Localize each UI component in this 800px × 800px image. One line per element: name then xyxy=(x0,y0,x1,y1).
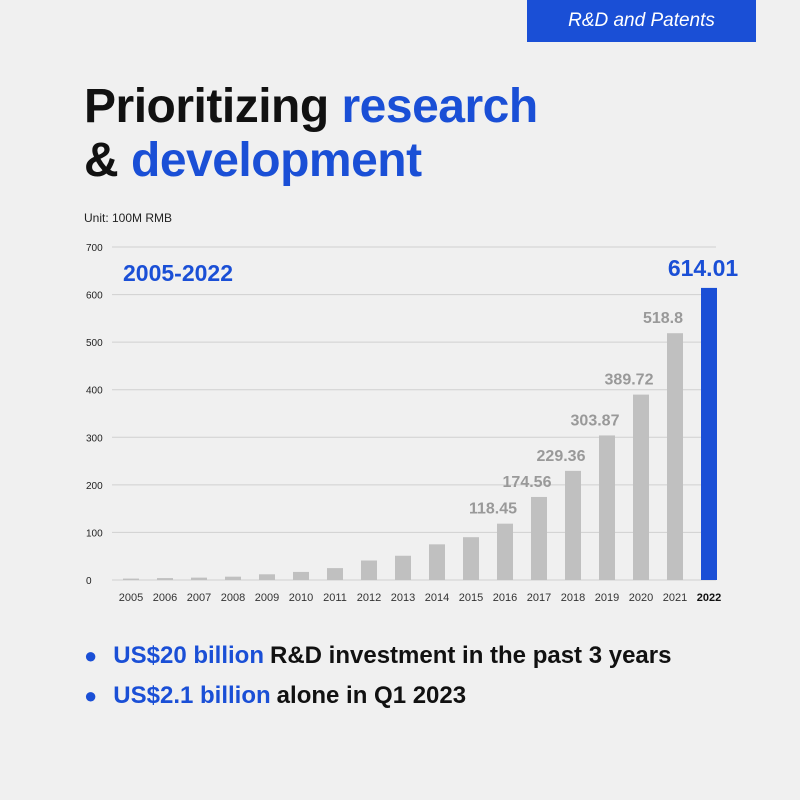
x-tick-label: 2008 xyxy=(221,592,245,604)
data-label-2022: 614.01 xyxy=(668,255,739,281)
x-tick-label: 2012 xyxy=(357,592,381,604)
highlight-text: R&D investment in the past 3 years xyxy=(270,642,672,669)
chart-data-labels: 118.45 174.56 229.36 303.87 389.72 518.8 614.0… xyxy=(469,255,738,518)
y-tick-label: 100 xyxy=(86,528,103,539)
bar-2018 xyxy=(565,470,581,580)
x-tick-label: 2005 xyxy=(119,592,143,604)
x-tick-label: 2011 xyxy=(323,592,347,604)
title-plain-1: Prioritizing xyxy=(84,80,342,133)
title-accent-2: development xyxy=(131,134,422,187)
bar-2022 xyxy=(701,287,717,580)
y-tick-label: 200 xyxy=(86,481,103,492)
bar-2007 xyxy=(191,577,207,580)
bar-2019 xyxy=(599,435,615,580)
bar-chart: 0 100 200 300 400 500 600 700 118.45 174.56 229.3… xyxy=(86,243,738,604)
chart-grid: 0 100 200 300 400 500 600 700 xyxy=(86,243,716,587)
title-plain-2: & xyxy=(84,134,131,187)
bar-2010 xyxy=(293,571,309,580)
data-label-2019: 303.87 xyxy=(571,412,620,429)
bar-2011 xyxy=(327,568,343,580)
period-label: 2005-2022 xyxy=(123,260,233,286)
highlight-item: ● US$20 billion R&D investment in the pa… xyxy=(84,636,671,676)
highlight-value: US$2.1 billion xyxy=(113,682,271,709)
bar-2017 xyxy=(531,496,547,580)
highlights-list: ● US$20 billion R&D investment in the pa… xyxy=(84,636,671,716)
x-tick-label: 2019 xyxy=(595,592,619,604)
y-tick-label: 700 xyxy=(86,243,103,254)
data-label-2017: 174.56 xyxy=(503,474,552,491)
x-tick-label: 2013 xyxy=(391,592,415,604)
y-tick-label: 400 xyxy=(86,386,103,397)
unit-label: Unit: 100M RMB xyxy=(84,211,173,225)
x-tick-label: 2014 xyxy=(425,592,449,604)
x-tick-label: 2022 xyxy=(697,592,721,604)
x-tick-label: 2007 xyxy=(187,592,211,604)
y-tick-label: 500 xyxy=(86,338,103,349)
y-tick-label: 300 xyxy=(86,433,103,444)
bar-2013 xyxy=(395,555,411,580)
y-tick-label: 0 xyxy=(86,576,92,587)
bar-2012 xyxy=(361,560,377,580)
bar-2015 xyxy=(463,537,479,580)
y-tick-label: 600 xyxy=(86,291,103,302)
bar-2021 xyxy=(667,333,683,580)
bar-2005 xyxy=(123,578,139,580)
bar-2008 xyxy=(225,576,241,580)
x-tick-label: 2017 xyxy=(527,592,551,604)
bar-2006 xyxy=(157,578,173,580)
data-label-2021: 518.8 xyxy=(643,310,683,327)
chart-bars xyxy=(123,287,717,580)
section-tag: R&D and Patents xyxy=(527,0,756,42)
bar-2009 xyxy=(259,574,275,580)
highlight-item: ● US$2.1 billion alone in Q1 2023 xyxy=(84,676,671,716)
data-label-2018: 229.36 xyxy=(537,448,586,465)
x-tick-label: 2020 xyxy=(629,592,653,604)
x-tick-label: 2018 xyxy=(561,592,585,604)
x-tick-label: 2009 xyxy=(255,592,279,604)
x-tick-label: 2016 xyxy=(493,592,517,604)
highlight-text: alone in Q1 2023 xyxy=(276,682,467,709)
title-accent-1: research xyxy=(341,80,539,133)
x-tick-label: 2021 xyxy=(663,592,687,604)
data-label-2016: 118.45 xyxy=(469,501,517,518)
x-tick-label: 2015 xyxy=(459,592,483,604)
x-tick-label: 2010 xyxy=(289,592,313,604)
page-title: Prioritizing research & development xyxy=(84,80,538,188)
data-label-2020: 389.72 xyxy=(605,372,654,389)
x-tick-label: 2006 xyxy=(153,592,177,604)
bar-2016 xyxy=(497,523,513,580)
bullet-icon: ● xyxy=(84,683,98,708)
highlight-value: US$20 billion xyxy=(113,642,264,669)
bar-2020 xyxy=(633,394,649,580)
bar-2014 xyxy=(429,544,445,580)
chart-x-ticks: 2005 2006 2007 2008 2009 2010 2011 2012 2013 2014… xyxy=(119,592,721,604)
bullet-icon: ● xyxy=(84,643,98,668)
